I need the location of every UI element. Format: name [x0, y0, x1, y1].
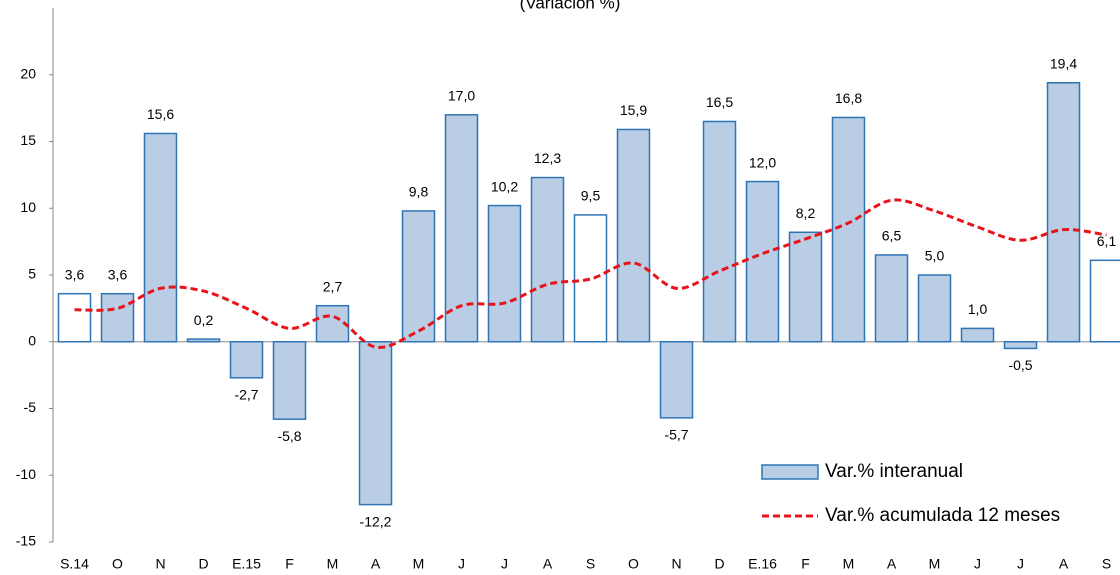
bar	[487, 204, 522, 343]
x-tick-label: F	[285, 556, 294, 572]
bar	[874, 254, 909, 343]
value-label: -5,7	[664, 427, 688, 443]
x-tick-label: A	[1059, 556, 1069, 572]
value-label: 10,2	[491, 178, 518, 194]
x-tick-label: S	[1102, 556, 1111, 572]
value-label: 6,5	[882, 228, 902, 244]
x-tick-label: F	[801, 556, 810, 572]
bar	[1003, 341, 1038, 350]
legend-label: Var.% acumulada 12 meses	[825, 505, 1060, 526]
x-tick-label: M	[843, 556, 855, 572]
x-tick-label: S.14	[60, 556, 89, 572]
value-label: -12,2	[360, 513, 392, 529]
y-tick-label: 20	[20, 65, 36, 81]
legend-label: Var.% interanual	[825, 461, 963, 482]
bar	[616, 128, 651, 343]
value-label: 16,8	[835, 90, 862, 106]
value-label: 6,1	[1097, 233, 1117, 249]
x-tick-label: A	[543, 556, 553, 572]
bar	[401, 210, 436, 343]
y-tick-label: 10	[20, 199, 36, 215]
chart-title: (Variación %)	[520, 0, 621, 12]
x-tick-label: E.15	[232, 556, 261, 572]
bar	[1089, 259, 1120, 343]
value-label: 3,6	[65, 266, 85, 282]
x-tick-label: O	[112, 556, 123, 572]
value-label: 9,8	[409, 184, 429, 200]
x-tick-label: M	[413, 556, 425, 572]
bar	[702, 120, 737, 343]
y-tick-label: 15	[20, 132, 36, 148]
value-label: 5,0	[925, 248, 945, 264]
bar	[831, 116, 866, 343]
bar	[659, 341, 694, 419]
x-tick-label: O	[628, 556, 639, 572]
x-tick-label: D	[714, 556, 724, 572]
value-label: -2,7	[234, 386, 258, 402]
bar	[530, 176, 565, 343]
x-tick-label: N	[155, 556, 165, 572]
value-label: 16,5	[706, 94, 733, 110]
value-label: 19,4	[1050, 55, 1077, 71]
bar	[1046, 82, 1081, 343]
bar	[788, 231, 823, 343]
bar	[272, 341, 307, 420]
x-tick-label: J	[501, 556, 508, 572]
bar	[143, 132, 178, 343]
x-tick-label: J	[1017, 556, 1024, 572]
bar	[444, 114, 479, 343]
value-label: 15,9	[620, 102, 647, 118]
y-tick-label: -10	[16, 466, 36, 482]
value-label: 15,6	[147, 106, 174, 122]
value-label: 8,2	[796, 205, 816, 221]
x-tick-label: D	[198, 556, 208, 572]
value-label: 3,6	[108, 266, 128, 282]
y-tick-label: 0	[28, 332, 36, 348]
bar	[960, 327, 995, 343]
y-tick-label: -15	[16, 533, 36, 549]
x-tick-label: E.16	[748, 556, 777, 572]
x-tick-label: A	[371, 556, 381, 572]
value-label: -0,5	[1008, 357, 1032, 373]
bar	[229, 341, 264, 379]
x-tick-label: M	[327, 556, 339, 572]
bar	[573, 214, 608, 343]
value-label: 17,0	[448, 88, 475, 104]
bar	[100, 292, 135, 343]
bar	[745, 180, 780, 343]
bar	[917, 274, 952, 343]
value-label: -5,8	[277, 428, 301, 444]
value-label: 0,2	[194, 312, 214, 328]
x-tick-label: A	[887, 556, 897, 572]
value-label: 12,3	[534, 150, 561, 166]
value-label: 2,7	[323, 278, 343, 294]
bar	[186, 338, 221, 343]
bar	[358, 341, 393, 506]
value-label: 9,5	[581, 188, 601, 204]
x-tick-label: S	[586, 556, 595, 572]
y-tick-label: -5	[24, 399, 37, 415]
x-tick-label: J	[974, 556, 981, 572]
legend-swatch	[761, 464, 819, 480]
x-tick-label: M	[929, 556, 941, 572]
line	[74, 198, 1107, 349]
value-label: 12,0	[749, 154, 776, 170]
x-tick-label: J	[458, 556, 465, 572]
y-tick-label: 5	[28, 266, 36, 282]
x-tick-label: N	[671, 556, 681, 572]
value-label: 1,0	[968, 301, 988, 317]
bar	[57, 292, 92, 343]
